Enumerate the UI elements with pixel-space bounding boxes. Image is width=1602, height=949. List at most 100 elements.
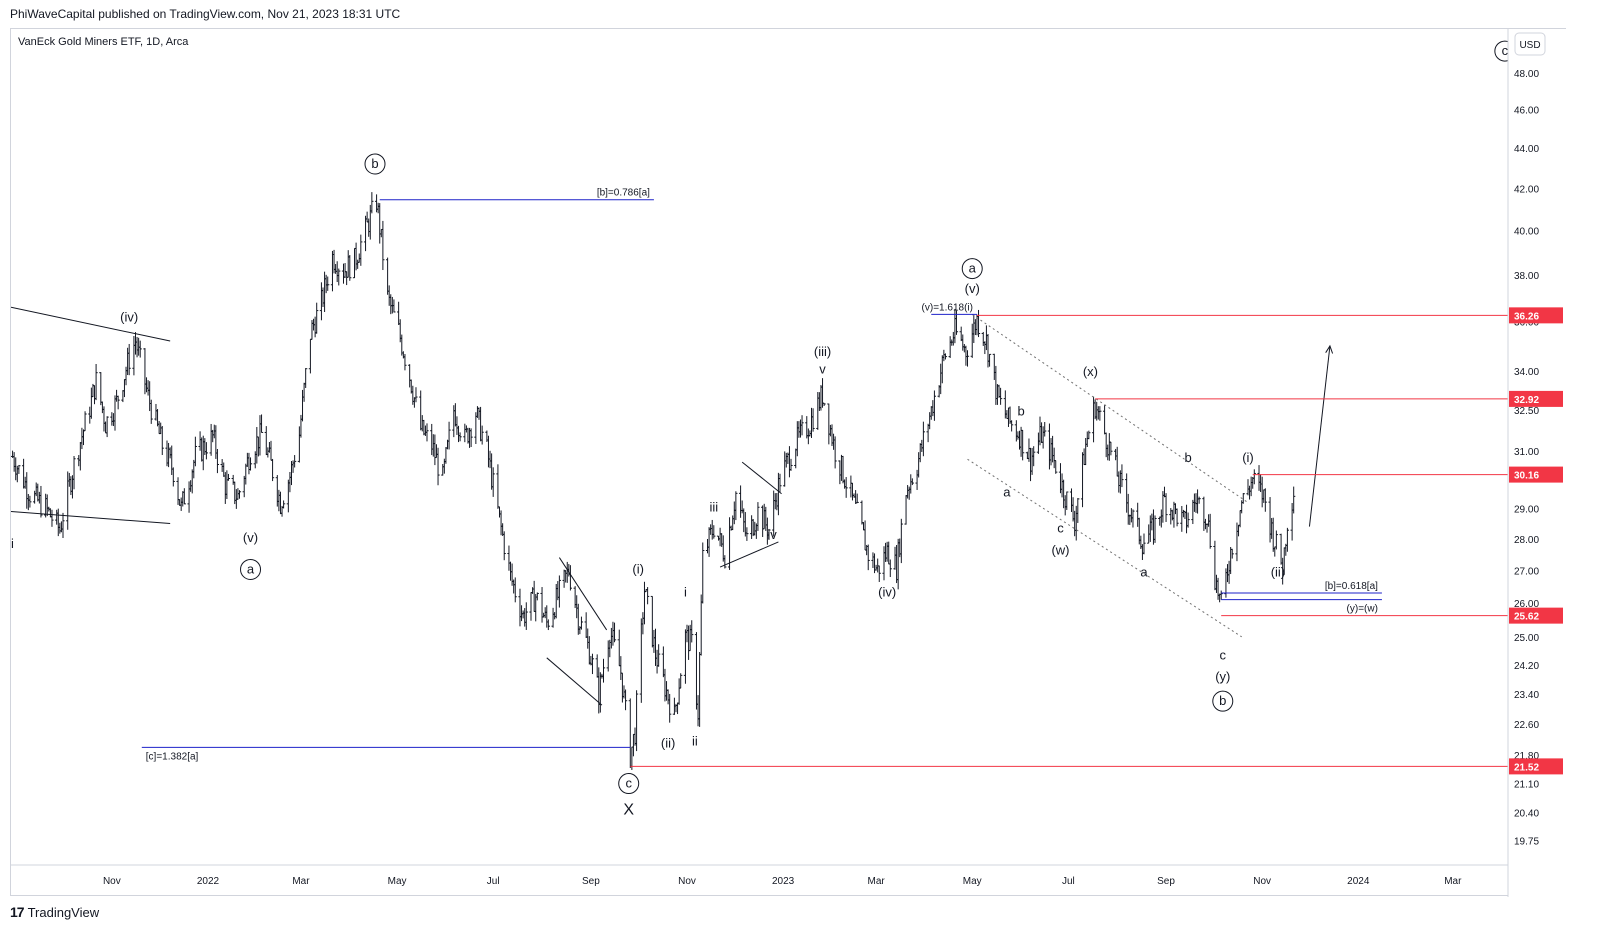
- price-bar: [921, 421, 925, 457]
- time-tick: 2022: [197, 876, 220, 887]
- trend-line-triangle-upper-2022-12: [741, 461, 782, 495]
- price-bar: [381, 220, 385, 271]
- wave-label: (w): [1051, 542, 1069, 557]
- price-bar: [657, 644, 661, 667]
- wave-labels: VanEck Gold Miners ETF, 1D, Arca [b]=0.78…: [11, 36, 1516, 819]
- price-bar: [734, 491, 738, 521]
- price-bar: [392, 299, 396, 313]
- trend-line-triangle-lower-2022-12: [719, 541, 779, 568]
- price-bar: [1120, 464, 1124, 488]
- trend-line-triangle-upper-2022: [558, 557, 608, 631]
- wave-label: v: [819, 362, 826, 377]
- price-bar: [690, 620, 694, 643]
- price-bar: [679, 673, 683, 689]
- price-bar: [1186, 512, 1190, 528]
- price-bar: [237, 490, 242, 499]
- price-bar: [998, 387, 1003, 405]
- price-bar: [414, 387, 418, 403]
- price-bar: [337, 268, 341, 286]
- time-axis: Nov 2022 Mar May Jul Sep Nov 2023 Mar May Jul Sep No…: [11, 864, 1508, 887]
- price-tick: 34.00: [1514, 367, 1539, 378]
- time-tick: May: [963, 876, 982, 887]
- wave-label: i: [684, 584, 687, 599]
- price-bar: [1175, 508, 1179, 527]
- time-tick: Jul: [487, 876, 500, 887]
- chart-panel[interactable]: VanEck Gold Miners ETF, 1D, Arca [b]=0.78…: [10, 28, 1567, 897]
- price-bar: [756, 502, 760, 531]
- wave-label: c: [1057, 521, 1064, 536]
- price-bar: [293, 455, 297, 468]
- wave-label: (ii): [1271, 565, 1285, 580]
- price-bar: [855, 493, 859, 504]
- price-tick: 22.60: [1514, 720, 1539, 731]
- price-bar: [646, 587, 650, 605]
- price-level-badge: [1509, 307, 1563, 324]
- price-bar: [149, 399, 153, 424]
- price-tick: 48.00: [1514, 69, 1539, 80]
- price-bar: [767, 528, 771, 540]
- wave-label: b: [1017, 403, 1024, 418]
- time-tick: Jul: [1062, 876, 1075, 887]
- wave-label: c: [625, 776, 632, 791]
- price-bar: [315, 302, 319, 334]
- price-bar: [668, 693, 672, 723]
- wave-label: (ii): [661, 735, 675, 750]
- price-bar: [1010, 420, 1014, 432]
- wave-label: (iii): [814, 344, 831, 359]
- price-bar: [965, 350, 970, 367]
- wave-label: b: [371, 156, 378, 171]
- price-bar: [116, 395, 120, 410]
- price-bar: [789, 458, 793, 471]
- price-bar: [948, 336, 952, 358]
- price-tick: 32.50: [1514, 406, 1539, 417]
- price-chart[interactable]: VanEck Gold Miners ETF, 1D, Arca [b]=0.78…: [11, 29, 1567, 897]
- arrow-head-icon: [1325, 344, 1334, 354]
- price-bar: [403, 354, 407, 371]
- price-bar: [932, 390, 937, 421]
- price-bar: [778, 473, 782, 493]
- price-bar: [61, 512, 65, 538]
- trend-line-triangle-lower-2022: [546, 657, 603, 706]
- price-level-badge: [1509, 466, 1563, 483]
- price-bar: [1142, 533, 1146, 555]
- price-level-badge: [1509, 607, 1563, 624]
- tradingview-brand[interactable]: 17 TradingView: [10, 904, 99, 920]
- fib-label: (v)=1.618(i): [922, 302, 973, 313]
- price-bar: [723, 555, 727, 569]
- price-bar: [99, 372, 103, 406]
- wave-label: (v): [965, 281, 980, 296]
- price-bar: [1109, 441, 1113, 456]
- wave-circle-icon: [364, 153, 386, 175]
- wave-label: (x): [1083, 364, 1098, 379]
- price-axis: USD48.0046.0044.0042.0040.0038.0036.0034…: [1507, 29, 1567, 897]
- time-tick: Sep: [582, 876, 600, 887]
- price-bar: [496, 464, 500, 509]
- price-tick: 19.75: [1514, 837, 1539, 848]
- price-bar: [1153, 515, 1157, 543]
- price-tick: 26.00: [1514, 599, 1539, 610]
- price-bar: [491, 467, 495, 497]
- price-bar: [535, 592, 539, 601]
- price-bar: [326, 276, 330, 291]
- price-bar: [601, 658, 606, 683]
- price-tick: 31.00: [1514, 447, 1539, 458]
- price-bar: [458, 432, 462, 442]
- price-bar: [899, 518, 903, 564]
- price-tick: 20.40: [1514, 809, 1539, 820]
- price-bar: [425, 423, 429, 442]
- price-bar: [987, 353, 992, 367]
- price-level-label: 25.62: [1514, 612, 1539, 623]
- trend-line-projection-arrow: [1308, 345, 1331, 527]
- price-bar: [436, 447, 440, 486]
- price-bar: [160, 426, 164, 456]
- price-bar: [634, 690, 639, 752]
- price-bar: [712, 525, 716, 539]
- wave-label: a: [1003, 485, 1011, 500]
- trend-line-channel-upper-2023: [971, 313, 1249, 503]
- price-bar: [1263, 488, 1267, 512]
- price-bar: [127, 343, 131, 376]
- price-bar: [844, 477, 848, 498]
- price-tick: 29.00: [1514, 505, 1539, 516]
- price-bar: [1180, 506, 1184, 532]
- price-bar: [1241, 493, 1245, 504]
